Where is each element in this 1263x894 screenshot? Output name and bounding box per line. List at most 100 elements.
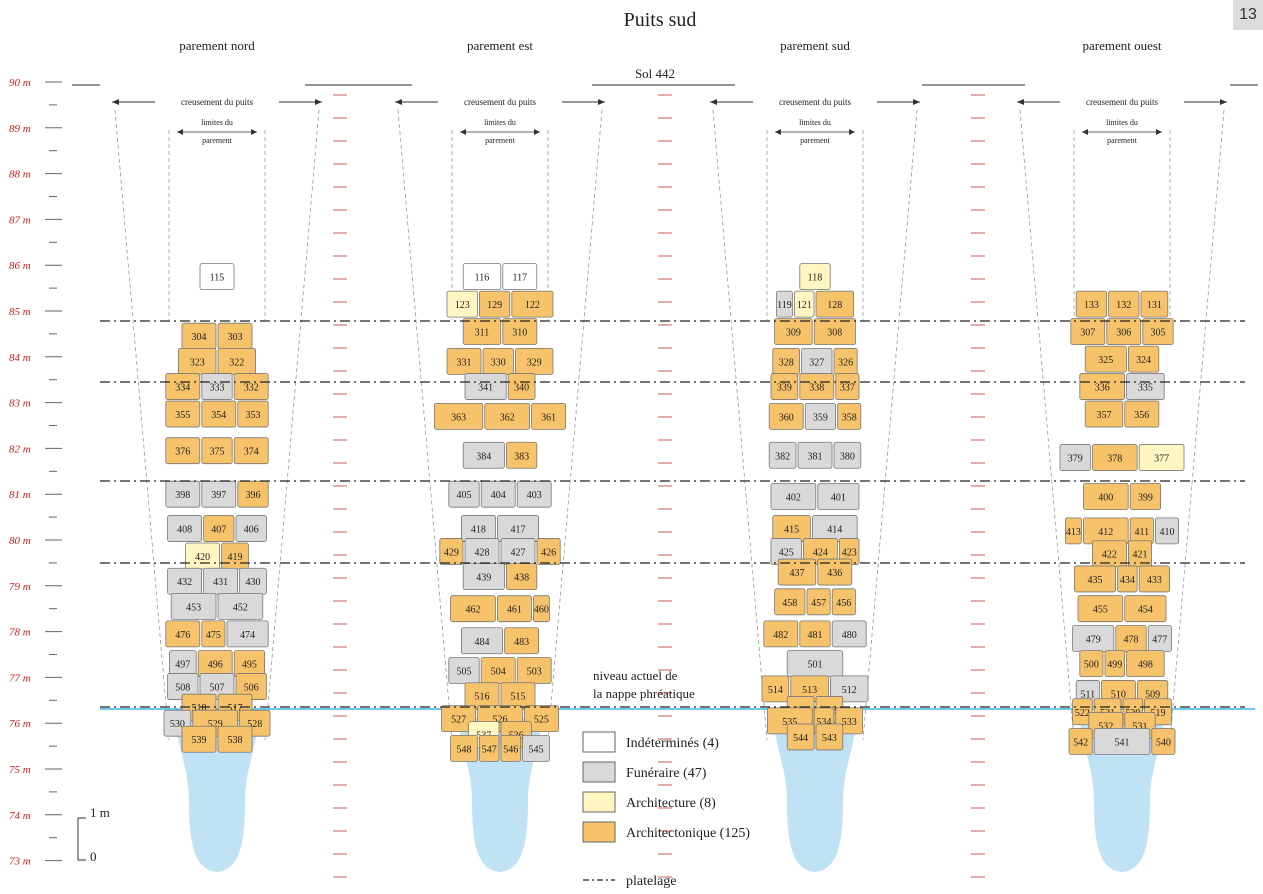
stone-block-id: 304 <box>192 332 207 343</box>
stone-block-id: 515 <box>511 692 526 703</box>
stone-block <box>1140 290 1169 318</box>
stone-block <box>763 620 799 648</box>
stone-block-id: 408 <box>177 525 192 536</box>
stone-block-id: 509 <box>1145 689 1160 700</box>
stone-block <box>835 373 860 400</box>
stone-block-id: 542 <box>1073 738 1088 749</box>
stone-block-id: 511 <box>1080 689 1095 700</box>
limites-outline <box>766 130 864 320</box>
stone-block-id: 132 <box>1116 300 1131 311</box>
stone-block <box>181 725 217 753</box>
stone-block-id: 529 <box>208 719 223 730</box>
stone-block <box>1084 345 1127 373</box>
stone-block <box>500 734 522 762</box>
stone-block <box>799 263 831 291</box>
stone-block-id: 332 <box>244 383 259 394</box>
elevation-label: 79 m <box>9 581 31 593</box>
panel: parement nord creusement du puits limites … <box>112 38 322 753</box>
stone-block-id: 354 <box>211 410 226 421</box>
stone-block <box>786 723 815 751</box>
stone-block-id: 324 <box>1136 355 1151 366</box>
stone-block <box>478 734 500 762</box>
stone-block-id: 378 <box>1107 454 1122 465</box>
elevation-label: 84 m <box>9 352 31 364</box>
stone-block-id: 359 <box>813 412 828 423</box>
creusement-label: creusement du puits <box>779 97 851 107</box>
stone-block-id: 399 <box>1138 492 1153 503</box>
stone-block-id: 339 <box>777 383 792 394</box>
stone-block-id: 425 <box>779 547 794 558</box>
stone-block-id: 340 <box>514 383 529 394</box>
well-shaft-water <box>175 718 259 872</box>
stone-block-id: 357 <box>1097 410 1112 421</box>
stone-block-id: 377 <box>1154 454 1169 465</box>
stone-block <box>1106 318 1142 346</box>
stone-block <box>462 318 502 346</box>
stone-block <box>833 441 862 469</box>
stone-block-id: 482 <box>773 630 788 641</box>
stone-block-id: 475 <box>206 630 221 641</box>
stone-block <box>233 437 269 465</box>
stone-block-id: 379 <box>1068 454 1083 465</box>
stone-block-id: 117 <box>512 273 527 284</box>
stone-block-id: 522 <box>1075 708 1090 719</box>
limites-label-1: limites du <box>201 118 233 127</box>
legend-label: Architectonique (125) <box>626 826 750 841</box>
stone-block-id: 422 <box>1102 550 1117 561</box>
stone-block-id: 548 <box>457 744 472 755</box>
stone-block-id: 116 <box>475 273 490 284</box>
stone-block <box>462 441 505 469</box>
stone-block <box>536 538 561 565</box>
platelage-lines <box>100 320 1245 708</box>
stone-block-id: 462 <box>466 605 481 616</box>
stone-block-id: 534 <box>817 717 832 728</box>
stone-block-id: 310 <box>512 328 527 339</box>
stone-block <box>1092 444 1138 471</box>
stone-block <box>761 675 790 703</box>
stone-block-id: 337 <box>840 383 855 394</box>
creusement-label: creusement du puits <box>464 97 536 107</box>
stone-block-id: 428 <box>475 547 490 558</box>
stone-block <box>1108 290 1140 318</box>
stone-block <box>1126 373 1165 400</box>
stone-block-id: 518 <box>192 703 207 714</box>
stone-block-id: 439 <box>476 573 491 584</box>
stone-block-id: 336 <box>1095 383 1110 394</box>
panel-title: parement sud <box>780 38 850 53</box>
stone-block-id: 325 <box>1098 355 1113 366</box>
stone-block-id: 456 <box>836 598 851 609</box>
stone-block-id: 305 <box>1151 328 1166 339</box>
stone-block-id: 547 <box>482 744 497 755</box>
stone-block-id: 424 <box>813 547 828 558</box>
stone-block-id: 531 <box>1133 721 1148 732</box>
legend: Indéterminés (4) Funéraire (47) Architectu… <box>582 731 750 889</box>
panel-dividers <box>72 84 1258 878</box>
stone-block <box>1070 318 1106 346</box>
stone-block <box>439 538 464 565</box>
panel: parement sud creusement du puits limites d… <box>710 38 920 751</box>
stone-block <box>478 290 511 318</box>
stone-block <box>1155 517 1180 545</box>
stone-block-id: 328 <box>779 357 794 368</box>
elevation-label: 89 m <box>9 123 31 135</box>
stone-block-id: 411 <box>1134 527 1149 538</box>
stone-block-id: 118 <box>808 273 823 284</box>
elevation-scale: 90 m 89 m 88 m 87 m 86 m 85 m 84 m 83 m 82 m 81 m… <box>9 77 62 868</box>
stone-block-id: 415 <box>784 525 799 536</box>
elevation-label: 78 m <box>9 627 31 639</box>
stone-block-id: 398 <box>175 490 190 501</box>
stone-block <box>799 373 835 400</box>
stone-block-id: 306 <box>1116 328 1131 339</box>
stone-block-id: 404 <box>491 490 506 501</box>
stone-block <box>201 480 237 508</box>
stone-block-id: 513 <box>802 685 817 696</box>
stone-block-id: 397 <box>211 490 226 501</box>
stone-block <box>806 588 831 616</box>
stone-block <box>460 627 503 655</box>
stone-block-id: 541 <box>1115 738 1130 749</box>
stone-block <box>201 373 233 400</box>
stone-block <box>1093 728 1151 755</box>
stone-block-id: 412 <box>1098 527 1113 538</box>
stone-block <box>1079 373 1126 400</box>
stone-block-id: 507 <box>210 683 225 694</box>
